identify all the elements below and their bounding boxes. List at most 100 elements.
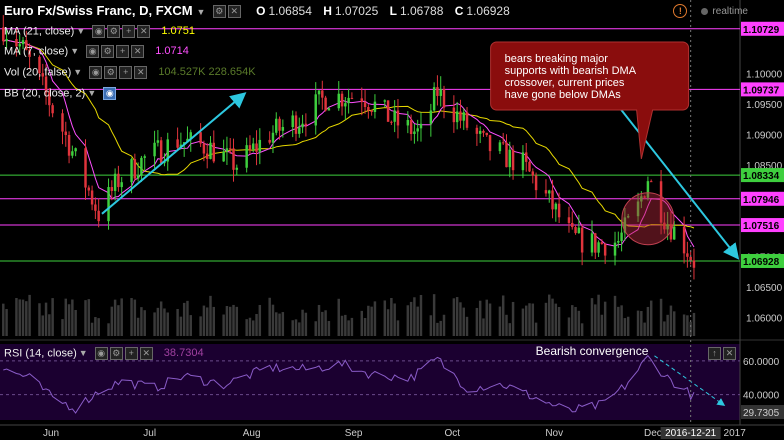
candle-body [528,161,531,172]
open-key: O [256,4,266,18]
plus-icon[interactable]: + [122,25,136,38]
candle-body [64,131,68,136]
eye-icon[interactable]: ◉ [103,87,117,100]
time-tick-label: Oct [444,428,460,439]
time-tick-label: 2017 [724,428,747,439]
indicator-bb[interactable]: BB (20, close, 2) ▼ ◉ [4,87,118,100]
close-icon[interactable]: ✕ [139,347,153,360]
indicator-volume[interactable]: Vol (20, false) ▼ ◉ ⚙ + ✕ 104.527K 228.654K [4,66,256,79]
high-key: H [323,4,332,18]
close-icon[interactable]: ✕ [134,66,148,79]
close-icon[interactable]: ✕ [227,5,241,19]
volume-bar [182,302,186,336]
high-value: 1.07025 [334,4,379,18]
close-icon[interactable]: ✕ [131,45,145,58]
candle-body [663,222,666,230]
level-price-tag [741,82,784,97]
candle-body [21,40,25,45]
volume-bar [646,306,650,336]
volume-bar [554,303,558,336]
candle-body [416,128,419,132]
volume-bar [235,306,239,336]
volume-bar [140,307,143,336]
low-value: 1.06788 [399,4,444,18]
settings-icon[interactable]: ⚙ [107,25,121,38]
indicator-ma21[interactable]: MA (21, close) ▼ ◉ ⚙ + ✕ 1.0751 [4,25,195,38]
chevron-down-icon[interactable]: ▼ [73,67,83,78]
plus-icon[interactable]: + [124,347,138,360]
volume-bar [143,310,146,336]
volume-bar [672,311,676,336]
symbol-title[interactable]: Euro Fx/Swiss Franc, D, FXCM [4,3,193,18]
candle-body [110,187,114,191]
candle-body [501,142,505,144]
candle-body [373,101,377,112]
chevron-down-icon[interactable]: ▼ [70,46,80,57]
status-dot-icon [701,7,709,15]
time-tick-label: Dec [644,428,662,439]
settings-icon[interactable]: ⚙ [104,66,118,79]
candle-body [390,121,393,123]
pane-up-icon[interactable]: ↑ [708,347,721,360]
candle-body [232,148,235,170]
candle-body [84,148,87,188]
candle-body [159,140,163,164]
warning-icon[interactable]: ! [673,4,688,18]
indicator-ma21-label: MA (21, close) [4,25,75,38]
symbol-dropdown-icon[interactable]: ▼ [196,7,206,17]
candle-body [120,182,123,188]
volume-bar [439,320,442,336]
plus-icon[interactable]: + [119,66,133,79]
candle-body [580,227,584,253]
settings-icon[interactable]: ⚙ [109,347,123,360]
chevron-down-icon[interactable]: ▼ [87,88,97,99]
candle-body [498,142,502,152]
chevron-down-icon[interactable]: ▼ [78,348,88,359]
close-icon[interactable]: ✕ [137,25,151,38]
candle-body [275,118,278,133]
candle-body [222,151,225,162]
plus-icon[interactable]: + [116,45,130,58]
candle-body [455,111,459,123]
volume-bar [534,322,538,336]
eye-icon[interactable]: ◉ [92,25,106,38]
settings-icon[interactable]: ⚙ [101,45,115,58]
volume-bar [179,316,183,336]
candle-body [153,142,156,157]
volume-bar [640,311,643,336]
level-price-tag [741,21,784,36]
volume-bar [44,302,48,336]
volume-bar [94,317,97,336]
eye-icon[interactable]: ◉ [94,347,108,360]
candle-body [143,156,146,158]
volume-bar [360,310,364,336]
volume-bar [475,307,479,336]
candle-body [327,108,331,111]
volume-bar [531,303,535,336]
volume-bar [28,294,31,336]
eye-icon[interactable]: ◉ [86,45,100,58]
indicator-ma7[interactable]: MA (7, close) ▼ ◉ ⚙ + ✕ 1.0714 [4,45,189,58]
candle-body [617,241,620,243]
time-tick-label: Jul [143,428,156,439]
pane-close-icon[interactable]: ✕ [723,347,736,360]
volume-bar [623,318,627,336]
volume-bar [90,322,94,336]
candle-body [209,142,212,159]
volume-bar [590,298,594,336]
chevron-down-icon[interactable]: ▼ [76,26,86,37]
candle-body [281,127,285,131]
realtime-label: realtime [712,6,748,17]
candle-body [324,97,327,111]
volume-bar [580,323,584,336]
rsi-tick-label: 60.0000 [743,357,780,368]
candle-body [413,131,416,134]
time-cursor-label: 2016-12-21 [665,428,717,439]
level-price-label: 1.07946 [743,195,780,206]
eye-icon[interactable]: ◉ [89,66,103,79]
volume-bar [136,317,140,336]
indicator-rsi[interactable]: RSI (14, close) ▼ ◉ ⚙ + ✕ 38.7304 [4,347,204,360]
volume-bar [666,314,669,336]
settings-icon[interactable]: ⚙ [212,5,226,19]
